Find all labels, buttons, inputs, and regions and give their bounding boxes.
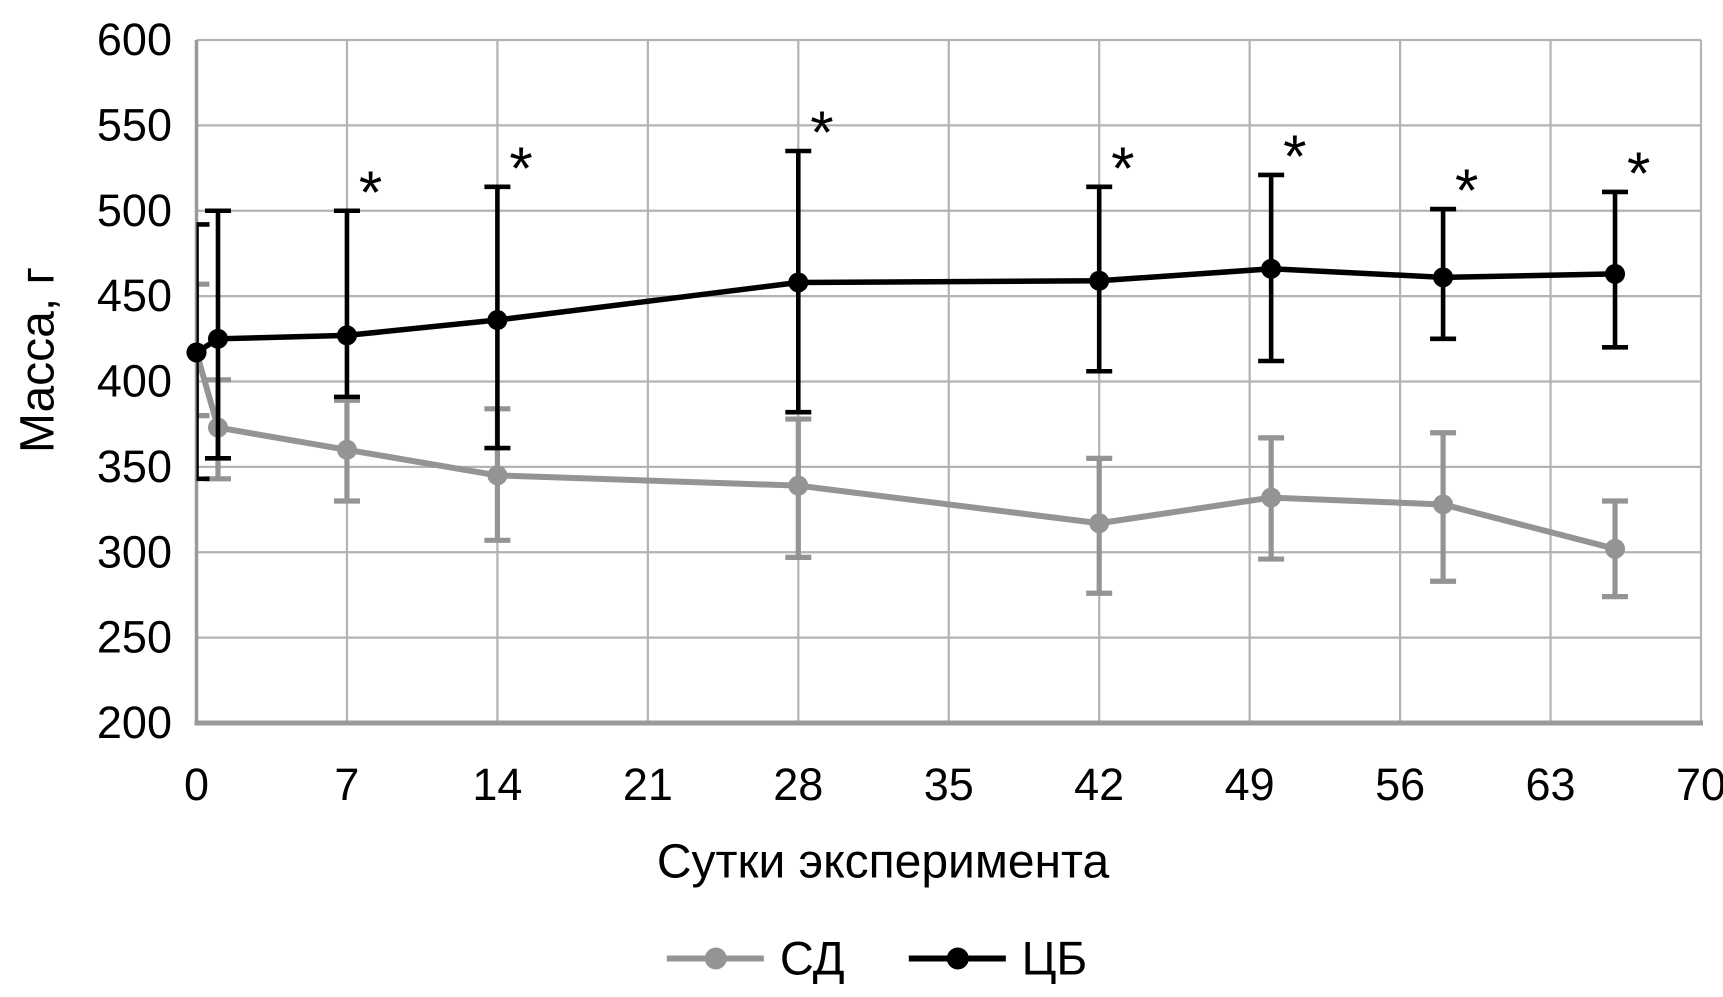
y-axis-title: Масса, г: [11, 266, 65, 454]
data-point-cb: [336, 325, 357, 346]
significance-asterisk: *: [1455, 157, 1478, 224]
data-point-sd: [1605, 538, 1626, 559]
significance-asterisk: *: [1627, 140, 1650, 207]
y-tick-label: 350: [97, 441, 172, 492]
error-bars-cb: [196, 148, 1629, 482]
significance-asterisk: *: [359, 159, 382, 226]
significance-asterisk: *: [810, 99, 833, 166]
y-tick-label: 250: [97, 612, 172, 663]
data-point-cb: [1089, 270, 1110, 291]
x-tick-label: 49: [1225, 759, 1275, 810]
y-tick-label: 500: [97, 185, 172, 236]
series-line-cb: [195, 266, 1616, 355]
y-tick-label: 550: [97, 99, 172, 150]
x-tick-label: 63: [1526, 759, 1576, 810]
data-point-cb: [1261, 258, 1282, 279]
x-tick-label: 28: [773, 759, 823, 810]
data-point-sd: [336, 439, 357, 460]
data-point-cb: [186, 342, 207, 363]
y-tick-label: 400: [97, 356, 172, 407]
data-point-cb: [207, 328, 228, 349]
data-point-cb: [1605, 263, 1626, 284]
data-point-cb: [1433, 267, 1454, 288]
x-tick-label: 35: [924, 759, 974, 810]
x-tick-label: 56: [1375, 759, 1425, 810]
data-point-sd: [487, 465, 508, 486]
cb-line-marker-icon: [908, 946, 1006, 970]
sd-line-marker-icon: [666, 946, 764, 970]
y-tick-label: 450: [97, 270, 172, 321]
y-tick-label: 300: [97, 526, 172, 577]
x-tick-label: 0: [184, 759, 209, 810]
legend-label-sd: СД: [779, 931, 845, 985]
x-tick-label: 21: [623, 759, 673, 810]
legend: СД ЦБ: [666, 931, 1088, 985]
data-point-sd: [788, 475, 809, 496]
data-point-sd: [1089, 513, 1110, 534]
x-tick-label: 14: [472, 759, 522, 810]
data-point-sd: [1261, 487, 1282, 508]
data-point-sd: [1433, 494, 1454, 515]
x-tick-label: 42: [1074, 759, 1124, 810]
x-tick-label: 7: [334, 759, 359, 810]
significance-asterisk: *: [1111, 135, 1134, 202]
x-tick-label: 70: [1676, 759, 1723, 810]
y-tick-label: 600: [97, 14, 172, 65]
legend-item-cb: ЦБ: [908, 931, 1088, 985]
legend-label-cb: ЦБ: [1021, 931, 1088, 985]
significance-asterisk: *: [1283, 123, 1306, 190]
significance-asterisk: *: [509, 135, 532, 202]
data-point-cb: [487, 310, 508, 331]
legend-item-sd: СД: [666, 931, 845, 985]
y-tick-label: 200: [97, 697, 172, 748]
x-axis-title: Сутки эксперимента: [656, 835, 1110, 889]
data-point-cb: [788, 272, 809, 293]
